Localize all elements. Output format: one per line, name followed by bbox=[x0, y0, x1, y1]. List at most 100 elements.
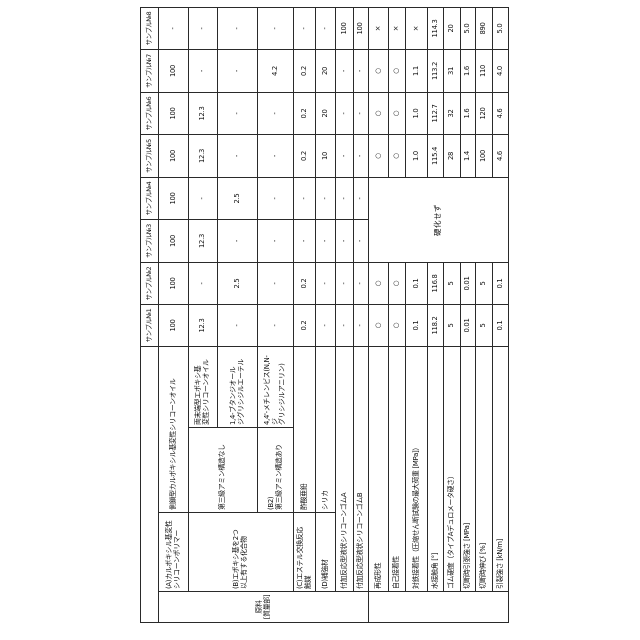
value-cell: 12.3 bbox=[188, 92, 218, 135]
value-cell: 100 bbox=[475, 134, 493, 178]
value-cell: - bbox=[257, 7, 294, 50]
value-cell: × bbox=[405, 7, 428, 50]
value-cell: ○ bbox=[368, 49, 389, 93]
value-cell: 2.5 bbox=[217, 262, 258, 305]
raw-material-spacer bbox=[368, 591, 509, 623]
table-row: (D)補強材 シリカ - - - -10 20 20- bbox=[315, 7, 336, 623]
value-cell: - bbox=[257, 304, 294, 347]
value-cell: 4.2 bbox=[257, 49, 294, 93]
value-cell: 0.2 bbox=[293, 262, 316, 305]
corner-cell bbox=[140, 346, 159, 623]
value-cell: 1.6 bbox=[460, 92, 476, 135]
value-cell: 112.7 bbox=[427, 92, 444, 135]
value-cell: 0.2 bbox=[293, 134, 316, 178]
value-cell: - bbox=[293, 7, 316, 50]
value-cell: 20 bbox=[315, 92, 336, 135]
value-cell: ○ bbox=[368, 262, 389, 305]
property-name: 引裂強さ [kN/m] bbox=[492, 346, 509, 592]
value-cell: - bbox=[315, 262, 336, 305]
value-cell: - bbox=[315, 7, 336, 50]
ingredient-subgroup: (B2) 第三級アミン構造あり bbox=[257, 427, 294, 513]
property-name: 切断時引張強さ [MPa] bbox=[460, 346, 476, 592]
sample-header: サンプル№7 bbox=[140, 49, 159, 93]
value-cell: 100 bbox=[158, 177, 189, 220]
ingredient-name: 側鎖型カルボキシル基変性シリコーンオイル bbox=[158, 346, 189, 513]
value-cell: 0.2 bbox=[293, 304, 316, 347]
table-row: 対鉄接着性（圧縮せん断試験の最大荷重 [MPa]） 0.1 0.1 1.0 1.0 1.1… bbox=[405, 7, 428, 623]
property-name: ゴム硬度（タイプAデュロメータ硬さ） bbox=[443, 346, 461, 592]
value-cell: 100 bbox=[158, 219, 189, 263]
value-cell: 0.1 bbox=[492, 304, 509, 347]
value-cell: × bbox=[368, 7, 389, 50]
value-cell: - bbox=[257, 134, 294, 178]
table-row: 切断時引張強さ [MPa] 0.01 0.01 1.4 1.6 1.6 5.0 bbox=[460, 7, 476, 623]
value-cell: 0.2 bbox=[293, 49, 316, 93]
value-cell: - bbox=[257, 177, 294, 220]
value-cell: 1.1 bbox=[405, 49, 428, 93]
value-cell: 100 bbox=[158, 304, 189, 347]
value-cell: 1.4 bbox=[460, 134, 476, 178]
sample-header: サンプル№6 bbox=[140, 92, 159, 135]
value-cell: 5.0 bbox=[460, 7, 476, 50]
value-cell: - bbox=[353, 134, 369, 178]
ingredient-group: (D)補強材 bbox=[315, 512, 336, 592]
table-row: 再成形性 ○ ○ 硬化せず ○ ○ ○ × bbox=[368, 7, 509, 623]
table-row: 水接触角 [°] 118.2 116.8 115.4 112.7 113.2 114.3 bbox=[427, 7, 444, 623]
value-cell: - bbox=[158, 7, 189, 50]
value-cell: 0.01 bbox=[460, 262, 476, 305]
value-cell: ○ bbox=[388, 304, 406, 347]
value-cell: 4.6 bbox=[492, 92, 509, 135]
value-cell: ○ bbox=[368, 92, 389, 135]
ingredient-name: 付加反応型液状シリコーンゴムA bbox=[335, 346, 354, 592]
value-cell: 890 bbox=[475, 7, 493, 50]
sample-header: サンプル№4 bbox=[140, 177, 159, 220]
property-name: 自己接着性 bbox=[388, 346, 406, 592]
value-cell: - bbox=[335, 92, 354, 135]
table-row: 付加反応型液状シリコーンゴムB - - - - - - -100 bbox=[353, 7, 369, 623]
ingredient-name: シリカ bbox=[315, 346, 336, 513]
value-cell: 32 bbox=[443, 92, 461, 135]
value-cell: 116.8 bbox=[427, 262, 444, 305]
value-cell: - bbox=[353, 49, 369, 93]
value-cell: 5 bbox=[475, 304, 493, 347]
value-cell: 100 bbox=[158, 49, 189, 93]
value-cell: 12.3 bbox=[188, 134, 218, 178]
value-cell: 0.01 bbox=[460, 304, 476, 347]
value-cell: 20 bbox=[315, 49, 336, 93]
value-cell: - bbox=[217, 49, 258, 93]
value-cell: 4.0 bbox=[492, 49, 509, 93]
sample-header: サンプル№5 bbox=[140, 134, 159, 178]
value-cell: ○ bbox=[368, 304, 389, 347]
value-cell: 5 bbox=[475, 262, 493, 305]
value-cell: - bbox=[257, 92, 294, 135]
value-cell: - bbox=[335, 304, 354, 347]
cure-failed-cell: 硬化せず bbox=[368, 177, 509, 263]
property-name: 切断時伸び [%] bbox=[475, 346, 493, 592]
table-row: (C)エステル交換反応 触媒 酢酸亜鉛 0.2 0.2- -0.2 0.2 0.2- bbox=[293, 7, 316, 623]
value-cell: - bbox=[353, 177, 369, 220]
ingredient-name: 酢酸亜鉛 bbox=[293, 346, 316, 513]
value-cell: - bbox=[217, 304, 258, 347]
value-cell: ○ bbox=[388, 92, 406, 135]
value-cell: 0.2 bbox=[293, 92, 316, 135]
value-cell: - bbox=[217, 219, 258, 263]
value-cell: 4.6 bbox=[492, 134, 509, 178]
value-cell: - bbox=[315, 219, 336, 263]
value-cell: - bbox=[257, 262, 294, 305]
value-cell: 10 bbox=[315, 134, 336, 178]
value-cell: 1.0 bbox=[405, 134, 428, 178]
value-cell: - bbox=[257, 219, 294, 263]
value-cell: 118.2 bbox=[427, 304, 444, 347]
table-row: 切断時伸び [%] 5 5 100 120 110 890 bbox=[475, 7, 493, 623]
value-cell: 100 bbox=[158, 262, 189, 305]
ingredient-group: (A)カルボキシル基変性 シリコーンポリマー bbox=[158, 512, 189, 592]
value-cell: 100 bbox=[335, 7, 354, 50]
value-cell: 5.0 bbox=[492, 7, 509, 50]
ingredient-name: 1,4-ブタンジオール ジグリシジルエーテル bbox=[217, 346, 258, 428]
value-cell: 20 bbox=[443, 7, 461, 50]
value-cell: 0.1 bbox=[405, 262, 428, 305]
ingredient-subgroup: 第三級アミン構造なし bbox=[188, 427, 258, 513]
value-cell: 0.1 bbox=[492, 262, 509, 305]
value-cell: - bbox=[217, 92, 258, 135]
